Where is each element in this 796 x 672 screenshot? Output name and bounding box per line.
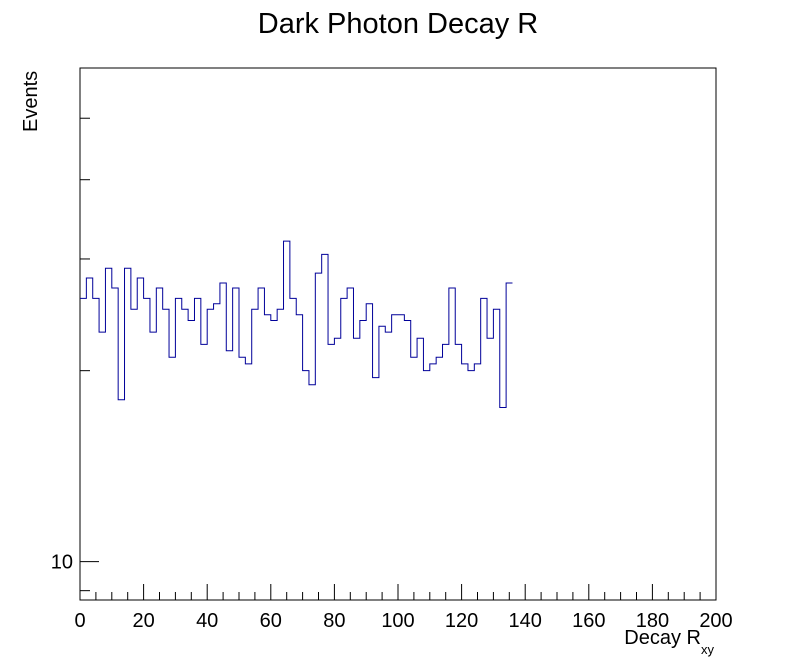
x-axis-label-main: Decay R (624, 627, 701, 649)
x-tick-label: 40 (196, 610, 218, 632)
x-axis-ticks: 0 20 40 60 80 100 120 140 160 180 200 (74, 584, 733, 632)
x-axis-label-subscript: xy (701, 642, 715, 657)
x-tick-label: 100 (381, 610, 414, 632)
x-tick-label: 180 (636, 610, 669, 632)
x-tick-label: 160 (572, 610, 605, 632)
x-tick-label: 0 (74, 610, 85, 632)
chart-title: Dark Photon Decay R (258, 8, 538, 40)
x-tick-label: 20 (132, 610, 154, 632)
x-tick-label: 140 (509, 610, 542, 632)
y-tick-label: 10 (51, 552, 73, 574)
histogram-series-line (80, 240, 513, 408)
y-axis-label: Events (20, 71, 42, 132)
y-axis-ticks: 10 (51, 67, 99, 592)
x-tick-label: 60 (260, 610, 282, 632)
x-axis-label: Decay Rxy (624, 627, 714, 657)
x-tick-label: 80 (323, 610, 345, 632)
x-tick-label: 120 (445, 610, 478, 632)
x-tick-label: 200 (699, 610, 732, 632)
